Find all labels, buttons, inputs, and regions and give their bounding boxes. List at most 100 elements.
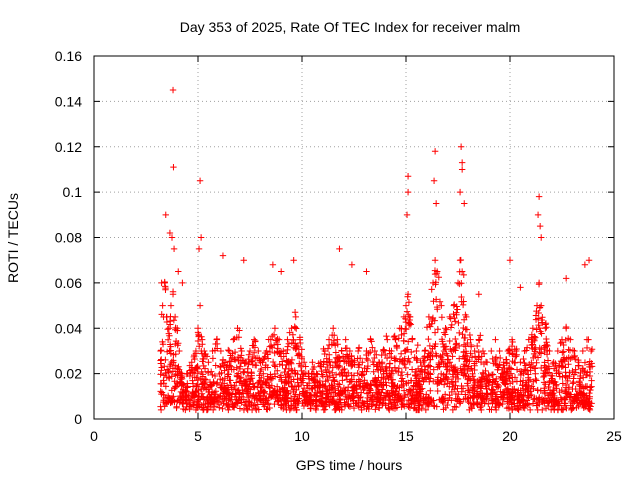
data-point: [242, 379, 249, 386]
data-point: [197, 385, 205, 393]
data-point: [271, 400, 278, 408]
data-point: [464, 339, 471, 347]
data-point: [482, 367, 489, 375]
data-point: [440, 381, 448, 388]
data-point: [581, 403, 589, 411]
data-point: [182, 406, 189, 414]
data-point: [343, 372, 350, 379]
data-point: [414, 392, 421, 400]
data-point: [383, 354, 391, 362]
data-point: [157, 388, 164, 395]
x-tick-label: 15: [398, 428, 414, 444]
data-point: [404, 188, 412, 196]
data-point: [504, 347, 512, 355]
data-point: [526, 376, 534, 383]
data-point: [419, 401, 427, 409]
data-point: [217, 347, 225, 355]
data-point: [464, 376, 472, 383]
data-point: [435, 361, 443, 368]
data-point: [542, 325, 549, 332]
data-point: [170, 245, 178, 253]
data-point: [319, 388, 326, 396]
data-point: [304, 389, 311, 396]
data-point: [294, 399, 301, 407]
data-point: [522, 387, 529, 394]
data-point: [373, 377, 380, 384]
data-point: [521, 404, 528, 412]
data-point: [336, 406, 343, 413]
data-point: [537, 350, 545, 357]
data-point: [252, 405, 260, 412]
data-point: [588, 377, 595, 384]
data-point: [222, 384, 229, 392]
data-point: [330, 393, 338, 400]
data-point: [175, 366, 183, 373]
data-point: [322, 395, 329, 402]
data-point: [172, 340, 179, 348]
data-point: [525, 371, 532, 378]
data-point: [533, 359, 540, 366]
data-point: [398, 403, 405, 411]
data-point: [426, 378, 433, 385]
data-point: [570, 375, 577, 382]
data-point: [574, 394, 581, 402]
data-point: [437, 378, 445, 385]
data-point: [378, 363, 386, 371]
data-point: [341, 387, 348, 394]
data-point: [290, 336, 297, 344]
data-point: [261, 354, 268, 362]
data-point: [274, 367, 281, 374]
data-point: [227, 363, 235, 371]
data-point: [514, 395, 521, 403]
data-point: [355, 378, 362, 385]
data-point: [587, 383, 594, 391]
data-point: [498, 374, 505, 381]
data-point: [467, 350, 474, 357]
data-point: [340, 384, 348, 392]
data-point: [543, 369, 551, 376]
data-point: [198, 336, 206, 343]
data-point: [363, 347, 370, 355]
data-point: [175, 268, 182, 275]
data-point: [562, 364, 569, 371]
data-point: [415, 397, 422, 404]
data-point: [561, 400, 569, 407]
data-point: [583, 392, 590, 399]
data-point: [509, 358, 516, 365]
data-point: [585, 256, 593, 264]
data-point: [385, 400, 392, 407]
data-point: [425, 313, 433, 321]
data-point: [502, 381, 509, 388]
data-point: [207, 394, 215, 401]
data-point: [551, 406, 558, 414]
data-point: [496, 354, 504, 362]
data-point: [434, 268, 441, 275]
data-point: [232, 379, 240, 386]
data-point: [345, 402, 352, 410]
data-point: [196, 343, 203, 350]
data-point: [334, 380, 342, 388]
data-point: [245, 351, 253, 358]
data-point: [198, 390, 206, 397]
data-point: [523, 381, 530, 388]
data-point: [300, 369, 308, 377]
data-point: [317, 400, 325, 408]
data-point: [544, 357, 552, 364]
data-point: [563, 394, 570, 401]
data-point: [238, 399, 245, 406]
data-point: [216, 404, 223, 411]
data-point: [528, 341, 535, 349]
data-point: [426, 399, 433, 407]
data-point: [216, 363, 224, 371]
data-point: [158, 389, 166, 396]
data-point: [402, 302, 410, 309]
data-point: [538, 330, 545, 337]
data-point: [421, 374, 429, 381]
data-point: [229, 350, 236, 357]
data-point: [406, 313, 414, 321]
data-point: [158, 279, 165, 287]
data-point: [353, 389, 361, 396]
data-point: [397, 350, 405, 357]
data-point: [508, 394, 516, 401]
data-point: [520, 402, 528, 409]
